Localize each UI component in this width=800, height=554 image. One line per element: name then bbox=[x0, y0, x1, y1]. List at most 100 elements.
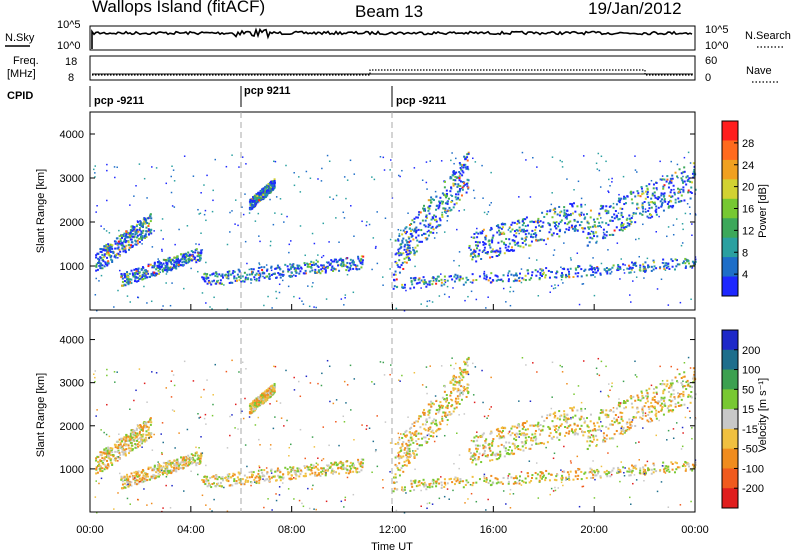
velocity-echo bbox=[326, 469, 329, 472]
power-echo bbox=[586, 220, 589, 223]
power-echo bbox=[244, 278, 247, 281]
power-echo bbox=[233, 270, 236, 273]
power-echo bbox=[556, 270, 559, 273]
power-echo bbox=[508, 242, 511, 245]
power-echo bbox=[246, 273, 249, 276]
velocity-echo bbox=[465, 387, 468, 390]
power-echo bbox=[567, 221, 570, 224]
power-echo bbox=[483, 211, 486, 214]
velocity-echo bbox=[424, 413, 427, 416]
power-echo bbox=[458, 189, 461, 192]
power-echo bbox=[450, 159, 452, 162]
power-echo bbox=[443, 283, 446, 286]
power-echo bbox=[421, 219, 424, 222]
power-echo bbox=[461, 169, 464, 172]
power-echo bbox=[571, 212, 574, 215]
power-echo bbox=[139, 221, 142, 224]
velocity-echo bbox=[163, 470, 166, 473]
power-echo bbox=[257, 270, 260, 273]
power-echo bbox=[160, 229, 162, 232]
velocity-echo bbox=[461, 390, 464, 393]
velocity-echo bbox=[221, 477, 224, 480]
power-echo bbox=[146, 302, 148, 304]
power-echo bbox=[605, 230, 608, 233]
velocity-echo bbox=[414, 479, 417, 482]
power-echo bbox=[403, 248, 406, 251]
power-echo bbox=[668, 267, 671, 270]
power-echo bbox=[260, 191, 263, 194]
power-echo bbox=[414, 276, 417, 279]
velocity-echo bbox=[110, 461, 113, 464]
power-echo bbox=[584, 268, 587, 271]
power-echo bbox=[304, 263, 307, 266]
power-echo bbox=[452, 178, 455, 181]
velocity-echo bbox=[180, 461, 183, 464]
power-echo bbox=[552, 287, 555, 290]
velocity-echo bbox=[577, 467, 580, 470]
velocity-echo bbox=[270, 476, 273, 479]
power-echo bbox=[352, 263, 355, 266]
power-echo bbox=[455, 176, 458, 179]
velocity-echo bbox=[686, 463, 689, 466]
power-echo bbox=[609, 268, 612, 271]
velocity-echo bbox=[398, 462, 401, 465]
power-echo bbox=[426, 188, 428, 190]
power-echo bbox=[401, 261, 404, 264]
power-echo bbox=[652, 268, 655, 271]
power-echo bbox=[564, 213, 567, 216]
velocity-echo bbox=[540, 472, 543, 475]
velocity-echo bbox=[133, 429, 136, 432]
power-echo bbox=[599, 186, 602, 188]
velocity-echo bbox=[140, 434, 143, 437]
power-echo bbox=[270, 182, 273, 185]
power-echo bbox=[118, 229, 120, 232]
power-echo bbox=[157, 265, 160, 268]
power-echo bbox=[153, 266, 156, 269]
power-echo bbox=[162, 305, 164, 307]
power-echo bbox=[397, 265, 400, 268]
power-echo bbox=[490, 201, 492, 204]
power-echo bbox=[511, 221, 514, 224]
velocity-echo bbox=[459, 389, 462, 392]
power-echo bbox=[334, 268, 337, 271]
power-echo bbox=[500, 232, 503, 235]
power-echo bbox=[643, 270, 646, 272]
power-echo bbox=[262, 271, 265, 274]
power-echo bbox=[398, 233, 401, 235]
velocity-echo bbox=[335, 464, 338, 467]
velocity-echo bbox=[406, 447, 409, 450]
power-echo bbox=[183, 155, 186, 157]
velocity-echo bbox=[235, 480, 238, 483]
power-echo bbox=[674, 198, 677, 201]
velocity-echo bbox=[278, 469, 281, 472]
velocity-echo bbox=[106, 452, 109, 455]
velocity-echo bbox=[361, 462, 364, 465]
power-echo bbox=[252, 196, 255, 199]
power-echo bbox=[577, 265, 580, 268]
power-echo bbox=[558, 214, 561, 217]
power-echo bbox=[147, 265, 150, 268]
velocity-echo bbox=[176, 458, 179, 461]
velocity-echo bbox=[151, 467, 154, 470]
velocity-echo bbox=[131, 431, 134, 434]
power-echo bbox=[438, 205, 441, 208]
velocity-echo bbox=[99, 465, 102, 468]
power-echo bbox=[404, 227, 407, 230]
power-echo bbox=[494, 250, 497, 253]
velocity-echo bbox=[411, 485, 414, 488]
power-echo bbox=[674, 201, 677, 204]
power-echo bbox=[451, 152, 453, 154]
velocity-echo bbox=[130, 481, 133, 484]
power-echo bbox=[230, 273, 233, 276]
velocity-echo bbox=[425, 418, 428, 421]
power-echo bbox=[679, 301, 682, 304]
power-echo bbox=[454, 175, 457, 178]
power-echo bbox=[205, 277, 208, 280]
power-echo bbox=[662, 262, 665, 265]
velocity-echo bbox=[243, 474, 246, 477]
velocity-echo bbox=[177, 464, 180, 467]
power-echo bbox=[498, 254, 501, 257]
power-echo bbox=[297, 267, 300, 270]
power-echo bbox=[136, 236, 139, 239]
power-echo bbox=[134, 280, 137, 283]
